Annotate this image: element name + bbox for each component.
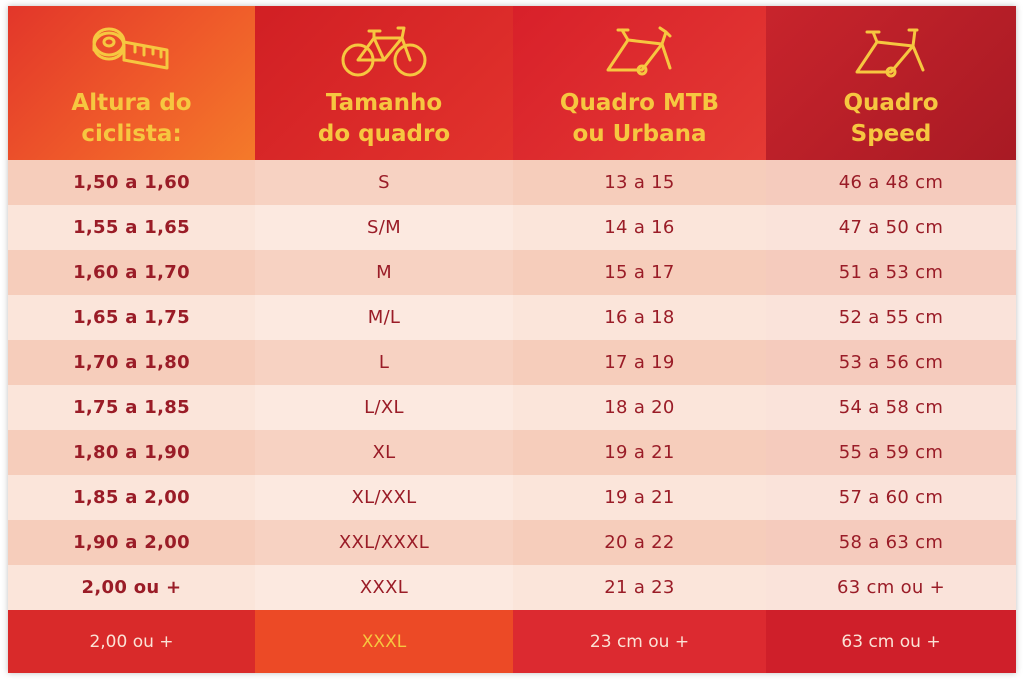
footer-cell: 2,00 ou +: [8, 610, 255, 673]
header-line-1: Altura do: [71, 90, 192, 116]
table-cell: 15 a 17: [513, 250, 766, 295]
table-cell: S/M: [255, 205, 513, 250]
table-cell: XXXL: [255, 565, 513, 610]
table-cell: 1,90 a 2,00: [8, 520, 255, 565]
header-line-1: Tamanho: [325, 90, 443, 116]
table-cell: 1,70 a 1,80: [8, 340, 255, 385]
table-cell: 18 a 20: [513, 385, 766, 430]
table-cell: M: [255, 250, 513, 295]
table-cell: M/L: [255, 295, 513, 340]
table-cell: 57 a 60 cm: [766, 475, 1016, 520]
table-cell: 47 a 50 cm: [766, 205, 1016, 250]
header-line-2: do quadro: [317, 121, 451, 147]
header-frame-size: Tamanho do quadro: [255, 6, 513, 160]
road-frame-icon: [855, 28, 925, 78]
table-cell: 1,65 a 1,75: [8, 295, 255, 340]
column-mtb-frame: Quadro MTB ou Urbana 13 a 15 14 a 16 15 …: [513, 6, 766, 673]
table-cell: 19 a 21: [513, 430, 766, 475]
table-cell: L/XL: [255, 385, 513, 430]
table-cell: 21 a 23: [513, 565, 766, 610]
header-line-2: Speed: [850, 121, 932, 147]
table-cell: 1,60 a 1,70: [8, 250, 255, 295]
table-cell: 2,00 ou +: [8, 565, 255, 610]
header-line-2: ou Urbana: [572, 121, 707, 147]
size-chart-table: Altura do ciclista: 1,50 a 1,60 1,55 a 1…: [8, 6, 1016, 673]
header-rider-height: Altura do ciclista:: [8, 6, 255, 160]
footer-cell: XXXL: [255, 610, 513, 673]
table-cell: 52 a 55 cm: [766, 295, 1016, 340]
column-road-frame: Quadro Speed 46 a 48 cm 47 a 50 cm 51 a …: [766, 6, 1016, 673]
header-line-1: Quadro MTB: [559, 90, 720, 116]
table-cell: L: [255, 340, 513, 385]
table-cell: 1,80 a 1,90: [8, 430, 255, 475]
table-cell: 1,75 a 1,85: [8, 385, 255, 430]
footer-cell: 63 cm ou +: [766, 610, 1016, 673]
bicycle-icon: [341, 26, 427, 77]
table-cell: XL: [255, 430, 513, 475]
header-mtb-frame: Quadro MTB ou Urbana: [513, 6, 766, 160]
table-cell: S: [255, 160, 513, 205]
footer-cell: 23 cm ou +: [513, 610, 766, 673]
table-cell: 51 a 53 cm: [766, 250, 1016, 295]
table-cell: 1,85 a 2,00: [8, 475, 255, 520]
column-frame-size: Tamanho do quadro S S/M M M/L L L/XL XL …: [255, 6, 513, 673]
table-cell: 19 a 21: [513, 475, 766, 520]
table-cell: 13 a 15: [513, 160, 766, 205]
table-cell: 55 a 59 cm: [766, 430, 1016, 475]
header-line-2: ciclista:: [81, 121, 182, 147]
header-road-frame: Quadro Speed: [766, 6, 1016, 160]
table-cell: 16 a 18: [513, 295, 766, 340]
table-cell: 1,55 a 1,65: [8, 205, 255, 250]
table-cell: 20 a 22: [513, 520, 766, 565]
table-cell: XXL/XXXL: [255, 520, 513, 565]
table-cell: XL/XXL: [255, 475, 513, 520]
table-cell: 14 a 16: [513, 205, 766, 250]
table-cell: 1,50 a 1,60: [8, 160, 255, 205]
table-cell: 17 a 19: [513, 340, 766, 385]
table-cell: 53 a 56 cm: [766, 340, 1016, 385]
table-cell: 58 a 63 cm: [766, 520, 1016, 565]
column-rider-height: Altura do ciclista: 1,50 a 1,60 1,55 a 1…: [8, 6, 255, 673]
measuring-tape-icon: [92, 27, 168, 70]
table-cell: 63 cm ou +: [766, 565, 1016, 610]
table-cell: 54 a 58 cm: [766, 385, 1016, 430]
header-line-1: Quadro: [843, 90, 939, 116]
mtb-frame-icon: [606, 26, 671, 76]
table-cell: 46 a 48 cm: [766, 160, 1016, 205]
